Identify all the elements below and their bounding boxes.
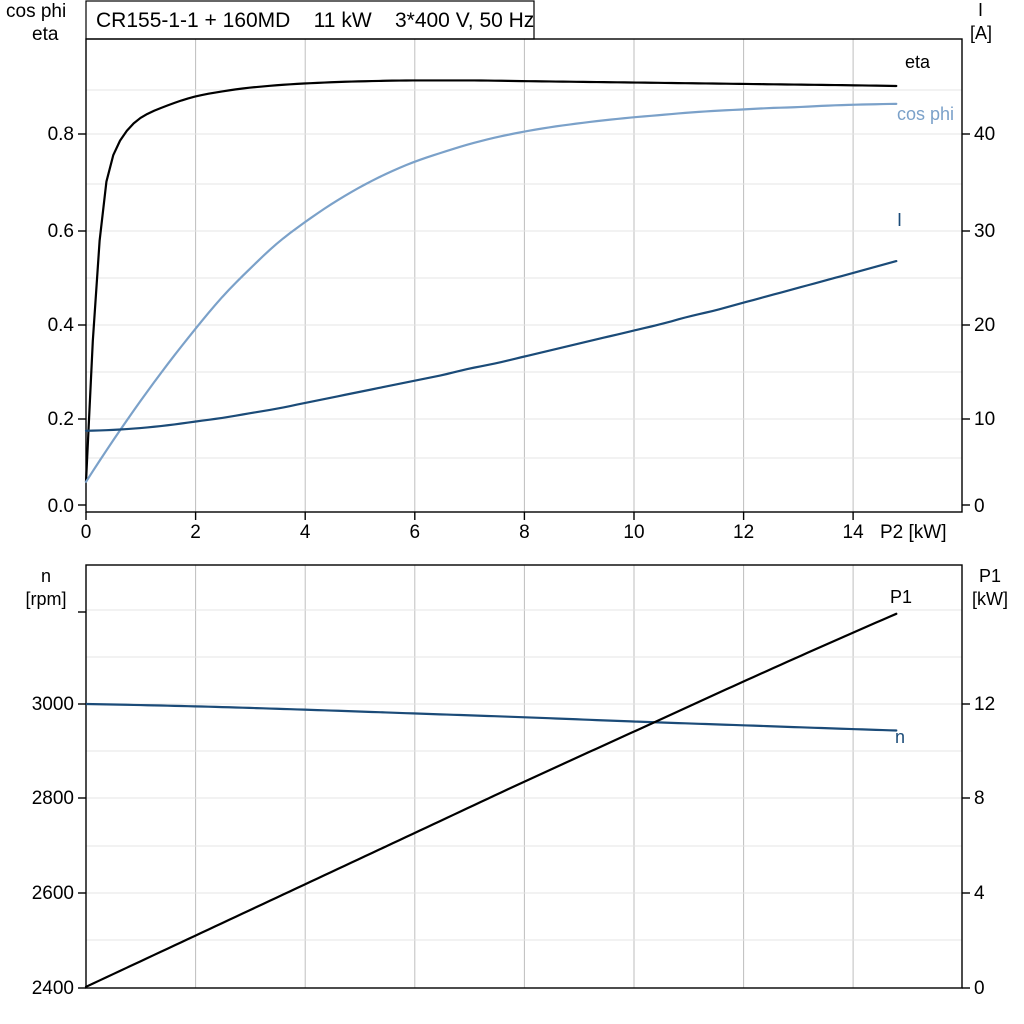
svg-text:0.4: 0.4: [48, 315, 75, 336]
svg-text:[A]: [A]: [970, 23, 992, 43]
svg-text:0.6: 0.6: [48, 221, 74, 242]
svg-text:P2 [kW]: P2 [kW]: [880, 522, 947, 543]
svg-text:P1: P1: [890, 587, 912, 607]
svg-text:n: n: [41, 566, 51, 586]
svg-text:I: I: [897, 210, 902, 230]
svg-text:14: 14: [843, 522, 865, 543]
svg-text:6: 6: [410, 522, 421, 543]
svg-text:40: 40: [974, 124, 995, 145]
svg-text:8: 8: [519, 522, 530, 543]
svg-text:I: I: [978, 0, 983, 20]
svg-text:2400: 2400: [32, 978, 74, 999]
svg-text:10: 10: [623, 522, 644, 543]
svg-text:eta: eta: [32, 24, 59, 45]
svg-text:0.8: 0.8: [48, 124, 74, 145]
svg-text:30: 30: [974, 221, 995, 242]
svg-text:[kW]: [kW]: [972, 589, 1008, 609]
svg-text:0: 0: [81, 522, 92, 543]
svg-text:P1: P1: [979, 566, 1001, 586]
svg-text:12: 12: [733, 522, 754, 543]
svg-text:[rpm]: [rpm]: [25, 589, 66, 609]
svg-text:10: 10: [974, 409, 995, 430]
svg-text:n: n: [895, 727, 905, 747]
svg-text:8: 8: [974, 788, 985, 809]
svg-text:2600: 2600: [32, 883, 74, 904]
svg-text:cos phi: cos phi: [6, 1, 66, 22]
svg-text:4: 4: [300, 522, 311, 543]
svg-text:3000: 3000: [32, 694, 74, 715]
svg-text:0.2: 0.2: [48, 409, 74, 430]
svg-text:0: 0: [974, 978, 985, 999]
svg-text:12: 12: [974, 694, 995, 715]
svg-text:2800: 2800: [32, 788, 74, 809]
svg-text:0.0: 0.0: [48, 496, 74, 517]
svg-text:CR155-1-1 + 160MD 11 kW: CR155-1-1 + 160MD 11 kW 3*400 V, 50 Hz: [96, 9, 534, 32]
svg-text:20: 20: [974, 315, 995, 336]
svg-text:0: 0: [974, 496, 985, 517]
svg-text:2: 2: [190, 522, 201, 543]
svg-text:eta: eta: [905, 52, 931, 72]
svg-text:4: 4: [974, 883, 985, 904]
svg-text:cos phi: cos phi: [897, 104, 954, 124]
